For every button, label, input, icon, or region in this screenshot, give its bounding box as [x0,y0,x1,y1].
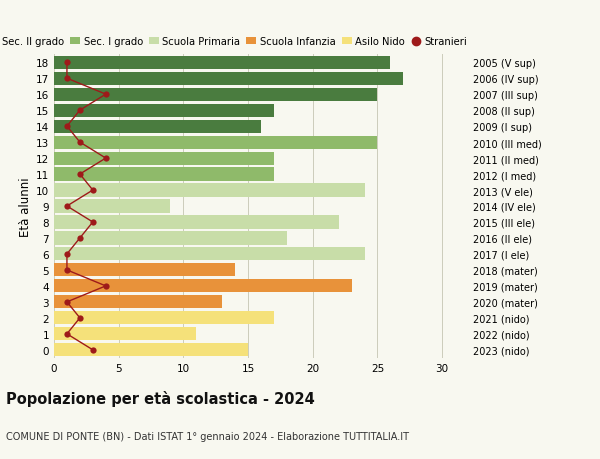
Bar [54,264,235,277]
Bar [54,184,365,197]
Legend: Sec. II grado, Sec. I grado, Scuola Primaria, Scuola Infanzia, Asilo Nido, Stran: Sec. II grado, Sec. I grado, Scuola Prim… [0,37,467,47]
Bar [54,136,377,149]
Y-axis label: Età alunni: Età alunni [19,177,32,236]
Bar [54,296,222,309]
Bar [54,312,274,325]
Bar [54,152,274,165]
Bar [54,216,338,229]
Bar [54,280,352,293]
Bar [54,168,274,181]
Bar [54,328,196,341]
Bar [54,104,274,118]
Bar [54,343,248,357]
Bar [54,73,403,85]
Bar [54,248,365,261]
Bar [54,56,391,70]
Text: COMUNE DI PONTE (BN) - Dati ISTAT 1° gennaio 2024 - Elaborazione TUTTITALIA.IT: COMUNE DI PONTE (BN) - Dati ISTAT 1° gen… [6,431,409,441]
Bar [54,200,170,213]
Bar [54,89,377,101]
Bar [54,120,261,134]
Bar [54,232,287,245]
Text: Popolazione per età scolastica - 2024: Popolazione per età scolastica - 2024 [6,390,315,406]
